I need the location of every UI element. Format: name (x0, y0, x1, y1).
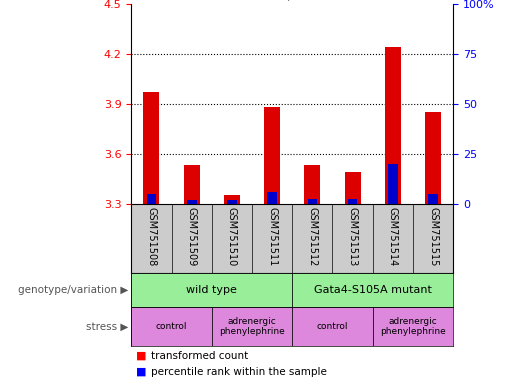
Bar (428, 194, 438, 204)
Text: GSM751515: GSM751515 (428, 207, 438, 266)
Bar (147, 194, 156, 204)
Bar (388, 164, 398, 204)
Bar (267, 192, 277, 204)
Text: adrenergic
phenylephrine: adrenergic phenylephrine (219, 317, 285, 336)
Bar (385, 47, 401, 204)
Text: ■: ■ (136, 351, 147, 361)
Bar (373, 307, 453, 346)
Text: adrenergic
phenylephrine: adrenergic phenylephrine (380, 317, 446, 336)
Bar (131, 307, 212, 346)
Text: Gata4-S105A mutant: Gata4-S105A mutant (314, 285, 432, 295)
Text: GSM751508: GSM751508 (146, 207, 157, 266)
Text: GSM751510: GSM751510 (227, 207, 237, 266)
Bar (212, 307, 293, 346)
Text: GSM751513: GSM751513 (348, 207, 357, 266)
Text: GSM751514: GSM751514 (388, 207, 398, 266)
Bar (143, 92, 160, 204)
Bar (293, 273, 453, 307)
Bar (348, 199, 357, 204)
Bar (131, 273, 293, 307)
Text: control: control (156, 322, 187, 331)
Text: genotype/variation ▶: genotype/variation ▶ (19, 285, 129, 295)
Bar (304, 165, 320, 204)
Title: GDS3931 / 10343851: GDS3931 / 10343851 (218, 0, 367, 1)
Text: control: control (317, 322, 348, 331)
Text: transformed count: transformed count (151, 351, 248, 361)
Text: wild type: wild type (186, 285, 237, 295)
Bar (184, 165, 200, 204)
Bar (224, 195, 240, 204)
Bar (264, 107, 280, 204)
Text: ■: ■ (136, 366, 147, 377)
Text: stress ▶: stress ▶ (87, 321, 129, 331)
Bar (227, 200, 237, 204)
Bar (187, 200, 197, 204)
Bar (293, 307, 373, 346)
Bar (307, 199, 317, 204)
Text: GSM751512: GSM751512 (307, 207, 317, 266)
Bar (425, 112, 441, 204)
Text: GSM751509: GSM751509 (186, 207, 197, 266)
Text: GSM751511: GSM751511 (267, 207, 277, 266)
Bar (345, 172, 360, 204)
Text: percentile rank within the sample: percentile rank within the sample (151, 366, 327, 377)
